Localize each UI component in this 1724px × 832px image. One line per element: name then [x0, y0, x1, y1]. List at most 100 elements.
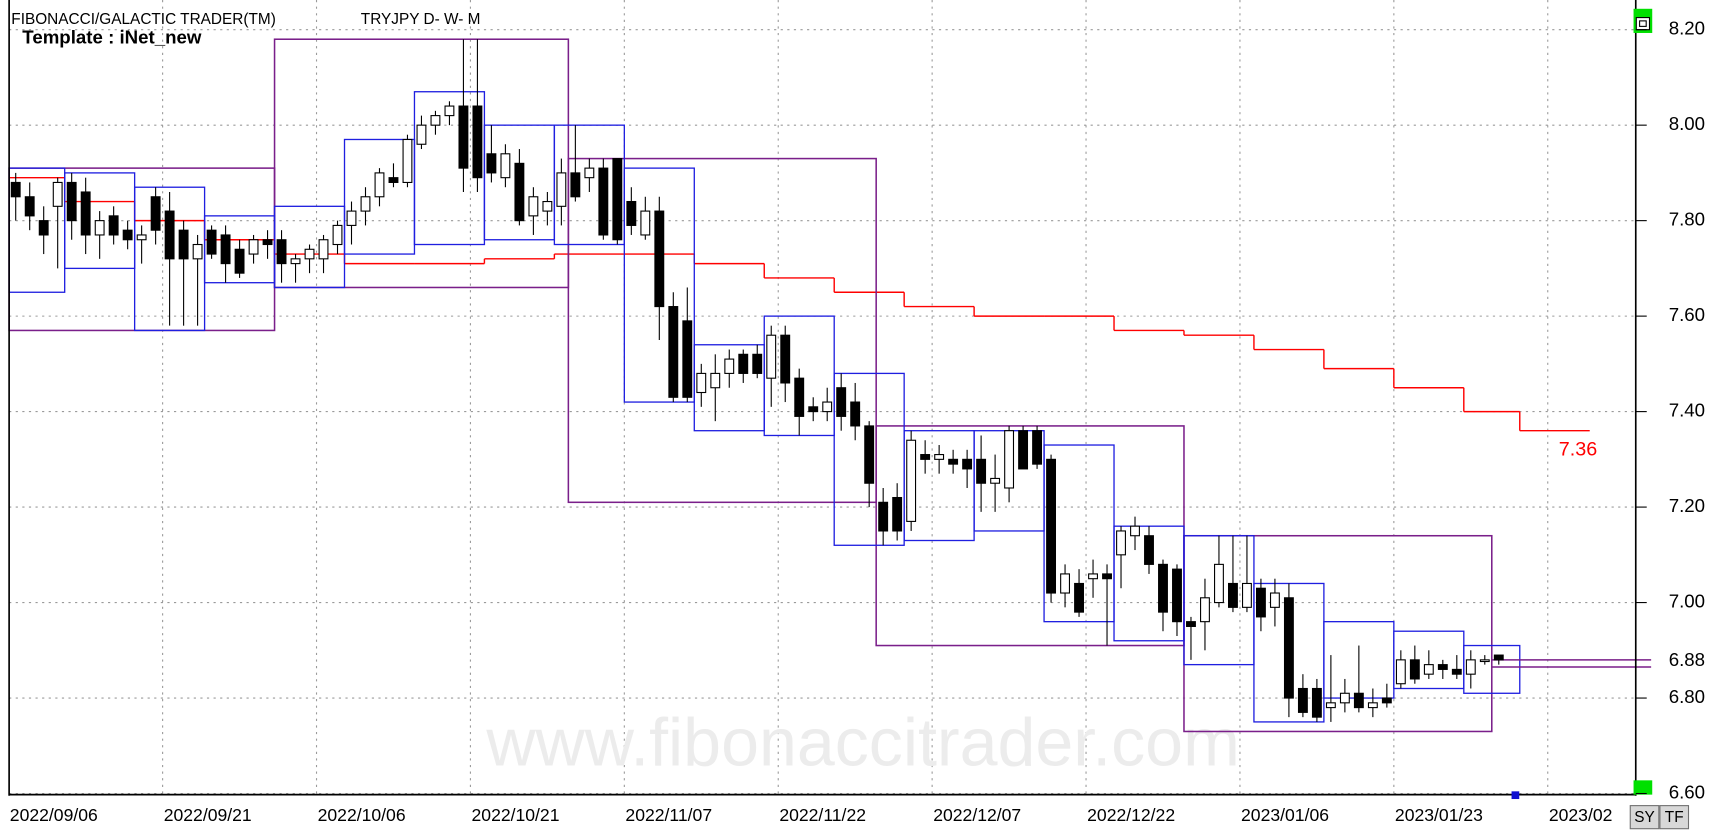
candle-body: [696, 372, 707, 394]
y-tick-label: 7.60: [1669, 304, 1705, 325]
candle-body: [122, 229, 133, 241]
candle-body: [234, 248, 245, 274]
button-sy-label[interactable]: SY: [1634, 809, 1655, 826]
button-sy-bg[interactable]: [1629, 805, 1660, 830]
candle-body: [276, 239, 287, 265]
x-tick-label: 2023/01/23: [1395, 805, 1483, 825]
candle-body: [682, 320, 693, 398]
candle-body: [556, 172, 567, 207]
candle-body: [24, 196, 35, 217]
x-tick-label: 2022/10/06: [318, 805, 406, 825]
projection-label-bg: [1653, 648, 1715, 671]
candle-body: [654, 210, 665, 308]
candle-body: [598, 167, 609, 236]
candle-body: [374, 172, 385, 198]
candle-body: [1465, 659, 1476, 675]
candle-body: [402, 138, 413, 183]
corner-icon-inner: [1639, 20, 1647, 27]
candle-body: [192, 243, 203, 260]
candle-body: [52, 181, 63, 207]
candle-body: [486, 153, 497, 174]
candle-body: [1353, 692, 1364, 709]
candle-body: [906, 439, 917, 522]
x-tick-label: 2022/10/21: [472, 805, 560, 825]
y-tick-label: 7.40: [1669, 400, 1705, 421]
candle-body: [150, 196, 161, 231]
candle-body: [1032, 430, 1043, 465]
candle-body: [318, 239, 329, 260]
y-tick-label: 8.20: [1669, 18, 1705, 39]
candle-body: [360, 196, 371, 212]
candle-body: [584, 167, 595, 179]
candle-body: [1339, 692, 1350, 704]
candle-body: [38, 220, 49, 236]
y-tick-label: 7.20: [1669, 495, 1705, 516]
candle-body: [444, 105, 455, 117]
candle-body: [1325, 702, 1336, 709]
mark-layer: [8, 38, 1652, 733]
candle-body: [1228, 582, 1238, 608]
candle-body: [738, 353, 749, 374]
candle-body: [164, 210, 175, 260]
candle-body: [1423, 664, 1434, 675]
candle-body: [710, 372, 721, 389]
candle-body: [1088, 573, 1098, 580]
ma-value-label: 7.36: [1559, 439, 1597, 461]
candle-body: [780, 334, 791, 384]
button-sy[interactable]: SY: [1629, 805, 1660, 830]
corner-indicator-bottom: [1633, 780, 1653, 795]
template-label: Template : iNet_new: [22, 26, 202, 47]
button-tf-label[interactable]: TF: [1665, 809, 1684, 826]
candle-body: [612, 158, 623, 241]
candle-body: [892, 496, 903, 532]
button-tf-bg[interactable]: [1659, 805, 1690, 830]
candle-body: [1269, 592, 1280, 608]
candle-body: [990, 477, 1001, 484]
candle-body: [962, 458, 973, 470]
candle-body: [1018, 430, 1029, 470]
candle-body: [1060, 573, 1070, 594]
candle-body: [1074, 582, 1084, 613]
candle-body: [388, 177, 399, 183]
candle-body: [920, 454, 931, 460]
candle-body: [514, 162, 525, 222]
app-title: FIBONACCI/GALACTIC TRADER(TM): [11, 11, 276, 28]
candle-body: [1283, 597, 1294, 699]
time-marker: [1511, 791, 1520, 800]
corner-icon[interactable]: [1635, 17, 1651, 31]
candle-body: [570, 172, 581, 198]
candle-body: [1214, 563, 1224, 604]
candle-body: [934, 454, 945, 460]
candle-body: [948, 458, 959, 465]
candle-body: [1381, 697, 1392, 704]
candle-body: [1479, 659, 1490, 663]
x-tick-label: 2023/01/06: [1241, 805, 1329, 825]
candle-body: [752, 353, 763, 374]
candle-body: [668, 306, 679, 398]
candle-body: [1395, 659, 1406, 685]
candle-body: [808, 406, 819, 413]
y-tick-label: 7.00: [1669, 591, 1705, 612]
x-tick-label: 2022/09/21: [164, 805, 252, 825]
candle-body: [1297, 687, 1308, 713]
candle-body: [640, 210, 651, 236]
button-tf[interactable]: TF: [1659, 805, 1690, 830]
candle-body: [766, 334, 777, 379]
candle-body: [500, 153, 511, 179]
candle-body: [794, 377, 805, 417]
candle-body: [1158, 563, 1168, 613]
candle-body: [1200, 597, 1210, 623]
candle-body: [822, 401, 833, 413]
candle-body: [80, 191, 91, 236]
candle-body: [626, 200, 637, 226]
candle-body: [1046, 458, 1057, 594]
candle-body: [1172, 568, 1182, 623]
candle-body: [1493, 654, 1504, 661]
candle-body: [976, 458, 987, 484]
candle-body: [1437, 664, 1448, 670]
x-tick-label: 2022/11/22: [779, 805, 866, 825]
candle-body: [1311, 687, 1322, 718]
